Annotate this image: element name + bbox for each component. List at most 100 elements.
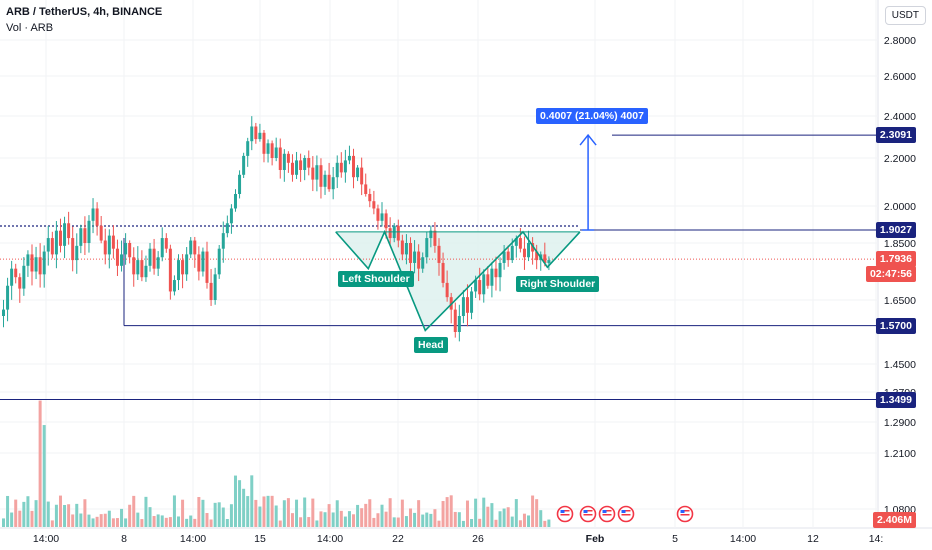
volume-bar — [433, 509, 437, 527]
candle-body — [160, 238, 164, 258]
time-tick-label: Feb — [586, 533, 605, 545]
candle-body — [213, 274, 217, 300]
candle-body — [417, 251, 421, 269]
candle-body — [335, 162, 339, 178]
candle-body — [372, 201, 376, 209]
volume-bar — [315, 520, 319, 527]
volume-bar — [18, 510, 22, 527]
candle-body — [34, 257, 38, 272]
volume-bar — [514, 499, 518, 527]
volume-bar — [266, 495, 270, 527]
volume-bar — [498, 511, 502, 527]
volume-value-label: 2.406M — [872, 512, 916, 528]
time-axis[interactable]: 14:00 8 14:00 15 14:00 22 26 Feb 5 14:00 12 14: — [33, 533, 883, 545]
pattern-fill — [335, 231, 580, 331]
candle-body — [376, 208, 380, 221]
volume-bar — [144, 496, 148, 527]
candle-body — [205, 251, 209, 283]
volume-bar — [299, 517, 303, 527]
candle-body — [360, 167, 364, 185]
volume-bar — [6, 495, 10, 527]
candle-body — [254, 126, 258, 140]
volume-bar — [136, 512, 140, 527]
time-tick-label: 5 — [672, 533, 678, 545]
candle-body — [535, 251, 539, 261]
price-tick-label: 1.6500 — [884, 295, 916, 307]
price-axis[interactable]: 2.8000 2.6000 2.4000 2.2000 2.0000 1.8500 1.65… — [884, 35, 916, 516]
volume-bar — [87, 514, 91, 527]
price-tick-label: 2.4000 — [884, 111, 916, 123]
volume-bar — [388, 498, 392, 527]
candle-body — [421, 257, 425, 269]
candle-body — [54, 230, 58, 255]
candle-body — [144, 265, 148, 278]
candle-body — [246, 141, 250, 156]
head-and-shoulders-pattern — [335, 133, 597, 332]
volume-bar — [99, 514, 103, 527]
us-flag-event-icon — [602, 510, 612, 512]
volume-bar — [233, 475, 237, 527]
volume-bar — [531, 495, 535, 527]
support-price-label-2: 1.3499 — [875, 391, 916, 408]
candle-body — [518, 238, 522, 249]
candle-body — [531, 243, 535, 252]
volume-bar — [205, 513, 209, 527]
candle-body — [221, 233, 225, 249]
candle-body — [91, 208, 95, 221]
volume-bar — [140, 519, 144, 527]
candle-body — [115, 248, 119, 266]
candle-body — [384, 213, 388, 229]
candle-body — [319, 165, 323, 187]
candle-body — [470, 291, 474, 313]
symbol-title[interactable]: ARB / TetherUS, 4h, BINANCE — [6, 6, 163, 18]
candle-body — [14, 268, 18, 278]
candle-body — [107, 235, 111, 255]
us-flag-event-icon — [583, 510, 588, 513]
currency-selector[interactable]: USDT — [884, 6, 926, 25]
us-flag-event-icon — [583, 510, 593, 512]
left-shoulder-label: Left Shoulder — [338, 271, 414, 287]
candle-body — [168, 248, 172, 292]
candle-body — [368, 194, 372, 202]
volume-bar — [14, 499, 18, 527]
candle-body — [323, 174, 327, 187]
volume-bar — [71, 514, 75, 527]
candle-body — [396, 225, 400, 241]
measure-tool-label[interactable]: 0.4007 (21.04%) 4007 — [536, 108, 648, 124]
candle-body — [217, 248, 221, 275]
candle-body — [42, 251, 46, 275]
candle-body — [201, 251, 205, 272]
candle-body — [46, 238, 50, 252]
volume-bar — [42, 425, 46, 527]
candle-body — [136, 260, 140, 275]
candle-body — [510, 245, 514, 261]
volume-bar — [352, 514, 356, 527]
candle-body — [156, 257, 160, 269]
candle-body — [286, 153, 290, 163]
volume-bar — [356, 504, 360, 527]
target-price-label: 2.3091 — [875, 127, 916, 144]
candle-body — [347, 155, 351, 161]
volume-bar — [465, 500, 469, 527]
candle-body — [461, 297, 465, 316]
candle-body — [413, 251, 417, 263]
candle-body — [99, 225, 103, 241]
candle-body — [95, 208, 99, 226]
candle-body — [490, 268, 494, 286]
volume-bar — [376, 513, 380, 527]
volume-bar — [437, 520, 441, 527]
volume-bar — [535, 499, 539, 527]
candle-body — [514, 238, 518, 246]
candle-body — [111, 235, 115, 249]
volume-bar — [290, 513, 294, 527]
time-tick-label: 14:00 — [180, 533, 206, 545]
volume-bar — [327, 504, 331, 527]
price-tick-label: 1.4500 — [884, 359, 916, 371]
volume-bar — [46, 501, 50, 527]
candle-body — [233, 194, 237, 209]
volume-legend: Vol · ARB — [6, 22, 54, 34]
candle-body — [307, 158, 311, 168]
price-tick-label: 1.2100 — [884, 448, 916, 460]
price-tick-label: 1.2900 — [884, 417, 916, 429]
